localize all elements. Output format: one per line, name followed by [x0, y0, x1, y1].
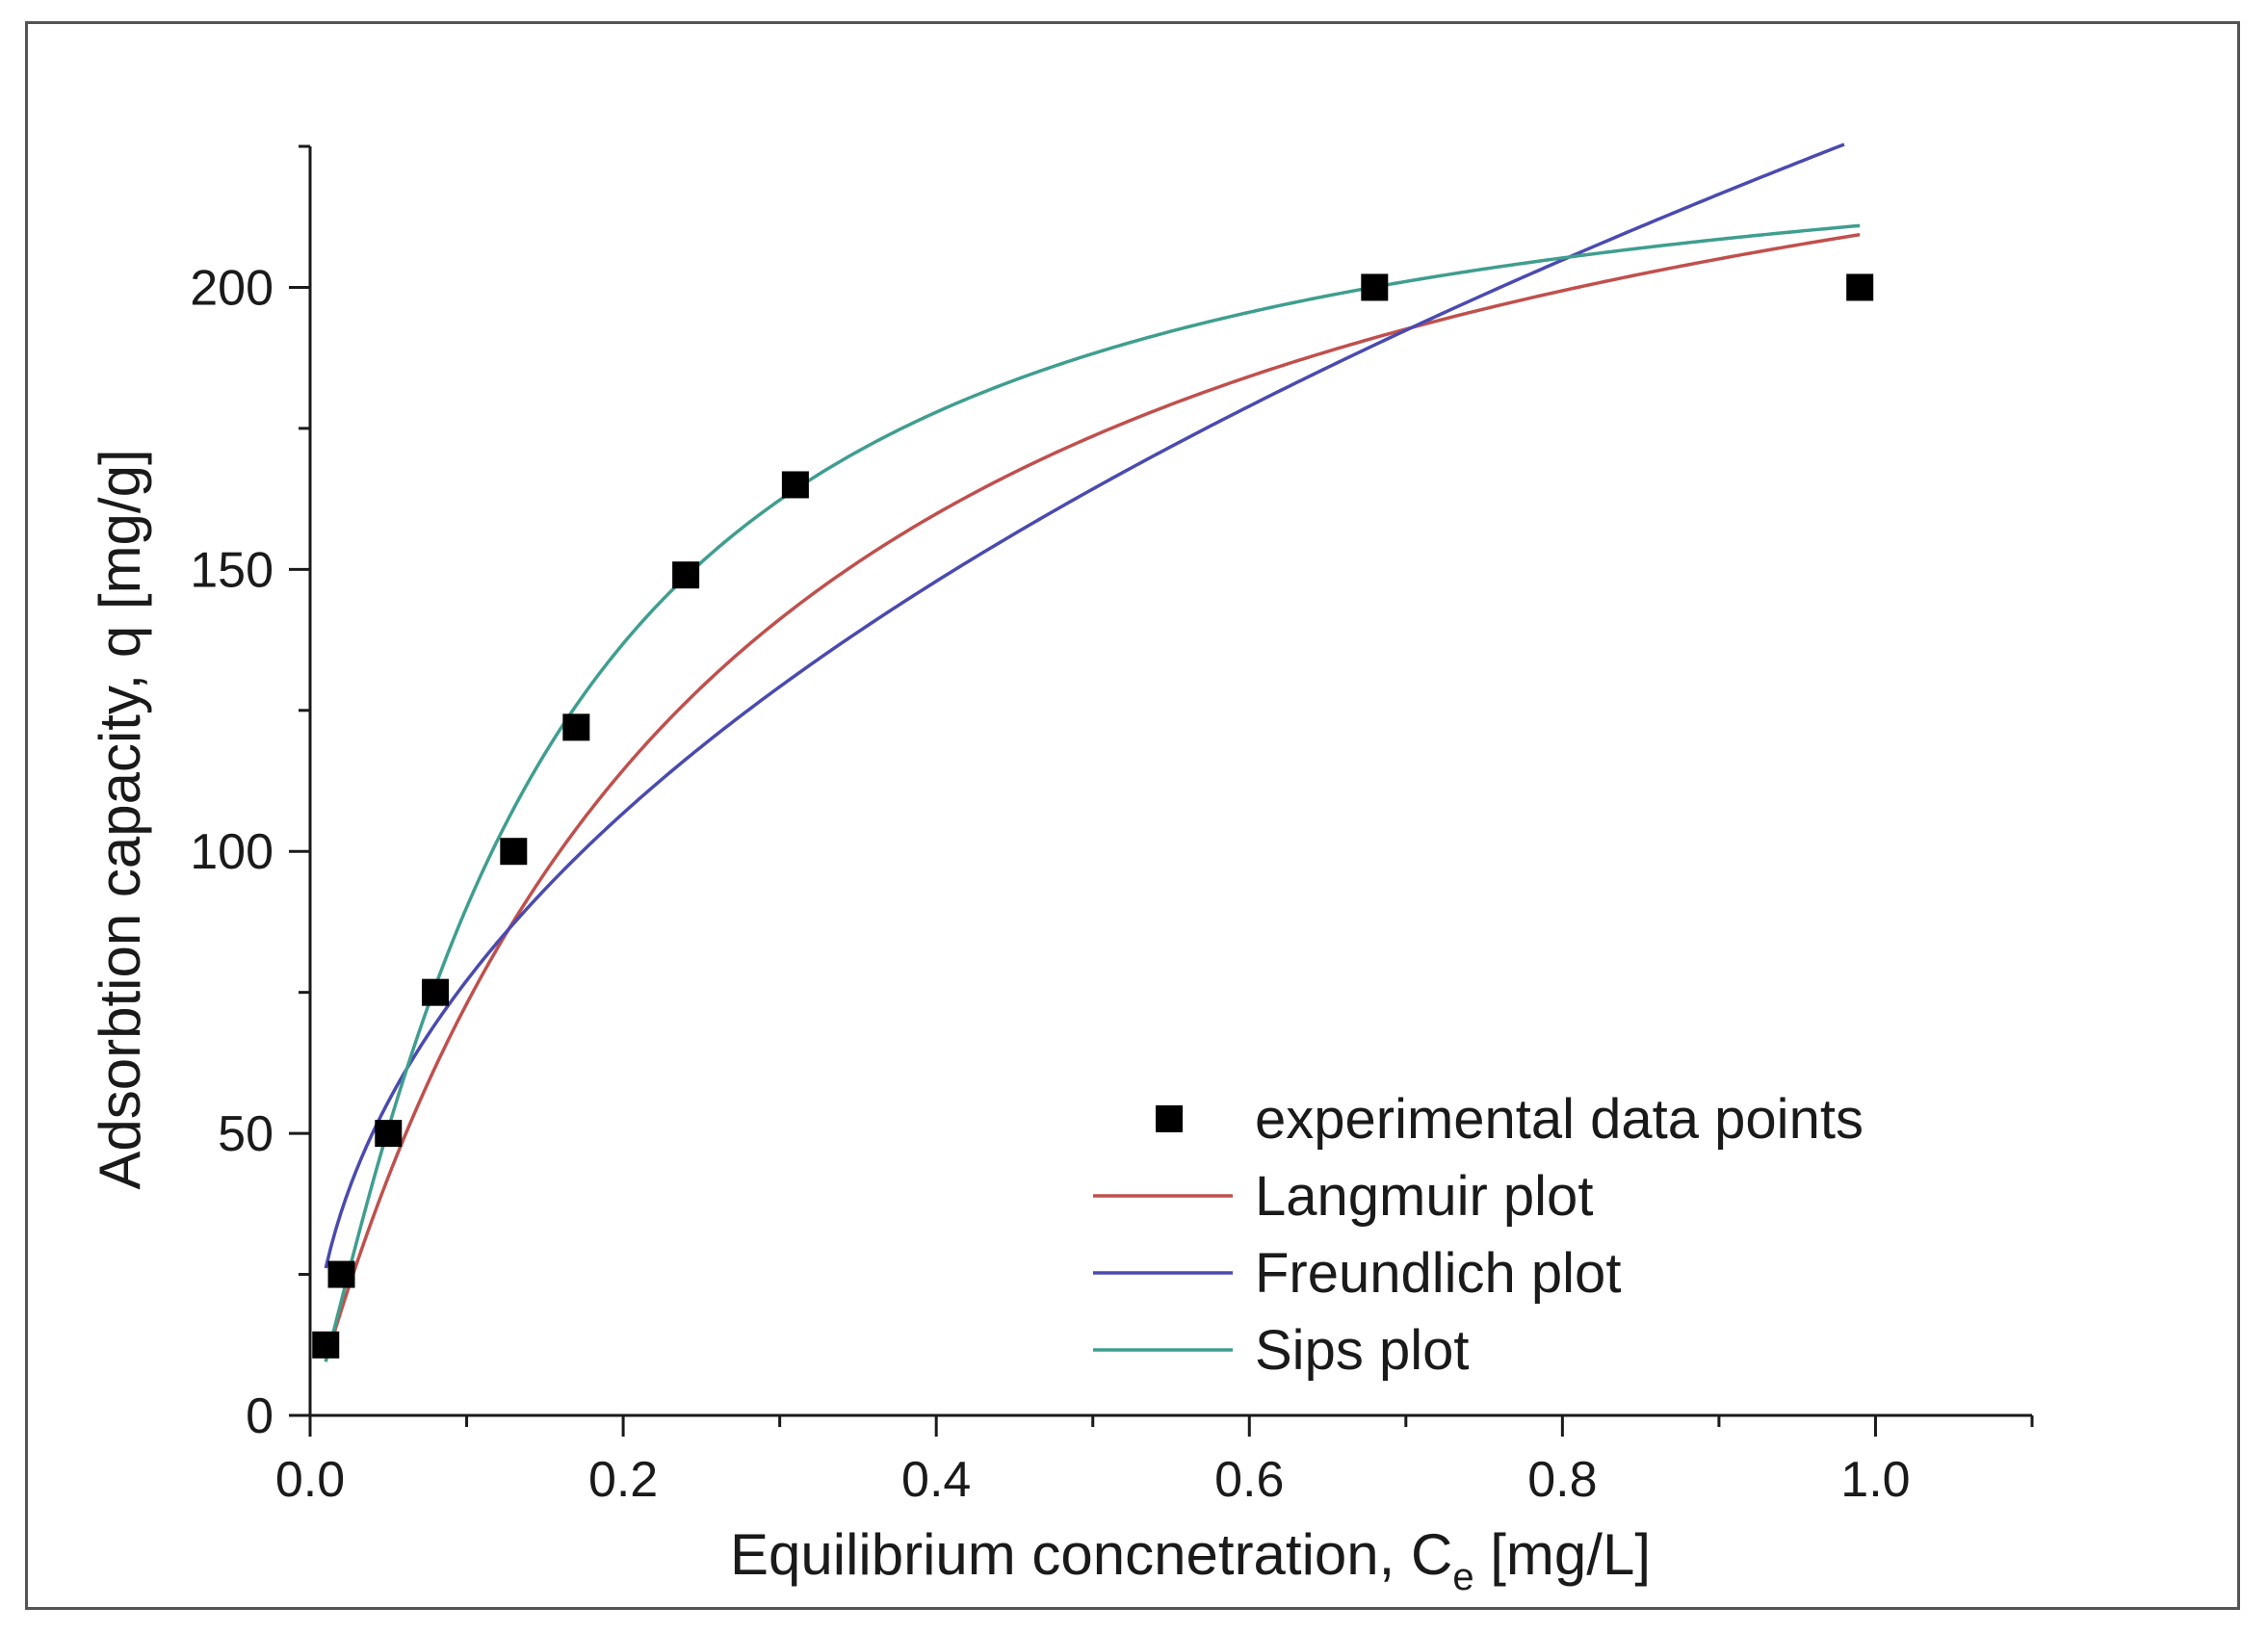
- chart-frame: [25, 21, 2240, 1610]
- x-tick-label: 0.8: [1527, 1452, 1597, 1508]
- x-axis-title-main: Equilibrium concnetration, C: [730, 1522, 1452, 1587]
- x-tick-label: 0.0: [275, 1452, 345, 1508]
- legend-item: experimental data points: [1156, 1088, 1864, 1151]
- fit-curves: [324, 143, 1861, 1362]
- x-tick-label: 1.0: [1840, 1452, 1910, 1508]
- y-ticks: 0 50 100 150 200: [190, 144, 310, 1444]
- data-point: [781, 471, 809, 499]
- data-point: [500, 838, 528, 866]
- y-tick-label: 150: [190, 542, 274, 598]
- data-point: [312, 1331, 340, 1359]
- data-point: [375, 1120, 403, 1148]
- legend-item: Langmuir plot: [1093, 1165, 1593, 1228]
- sips-plot-line: [324, 223, 1861, 1362]
- x-tick-label: 0.6: [1214, 1452, 1284, 1508]
- x-tick-label: 0.2: [588, 1452, 658, 1508]
- y-tick-label: 200: [190, 260, 274, 316]
- data-point: [422, 978, 450, 1006]
- legend-label: Freundlich plot: [1255, 1242, 1621, 1305]
- data-point: [672, 561, 700, 589]
- legend-marker-square: [1156, 1105, 1183, 1132]
- data-markers: [312, 273, 1874, 1359]
- legend-item: Sips plot: [1093, 1319, 1469, 1382]
- legend-label: experimental data points: [1255, 1088, 1864, 1151]
- y-tick-label: 100: [190, 824, 274, 880]
- data-point: [1846, 273, 1874, 301]
- y-tick-label: 0: [246, 1388, 274, 1444]
- data-point: [1361, 273, 1389, 301]
- legend: experimental data points Langmuir plot Fre…: [1093, 1088, 1864, 1382]
- x-axis-title-subscript: e: [1452, 1556, 1473, 1598]
- freundlich-plot-line: [324, 143, 1845, 1269]
- x-axis-title-unit: [mg/L]: [1474, 1522, 1651, 1587]
- x-tick-label: 0.4: [901, 1452, 971, 1508]
- legend-label: Langmuir plot: [1255, 1165, 1593, 1228]
- x-axis-title: Equilibrium concnetration, Ce [mg/L]: [730, 1522, 1651, 1598]
- axes: 0.0 0.2 0.4 0.6 0.8 1.0 0 50 100 150 200: [190, 144, 2034, 1508]
- data-point: [562, 713, 590, 741]
- y-tick-label: 50: [218, 1106, 274, 1162]
- langmuir-plot-line: [324, 232, 1861, 1361]
- data-point: [327, 1260, 355, 1288]
- legend-item: Freundlich plot: [1093, 1242, 1621, 1305]
- x-ticks: 0.0 0.2 0.4 0.6 0.8 1.0: [275, 1415, 2034, 1508]
- legend-label: Sips plot: [1255, 1319, 1469, 1382]
- y-axis-title: Adsorbtion capacity, q [mg/g]: [88, 449, 152, 1189]
